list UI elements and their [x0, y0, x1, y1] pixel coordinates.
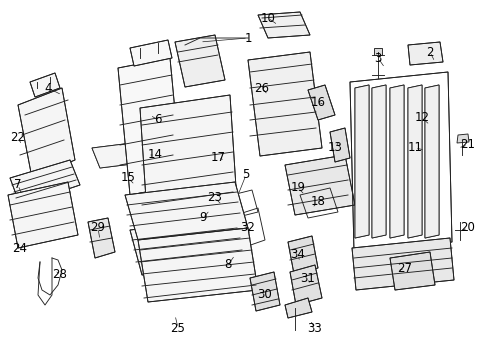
Text: 5: 5 [242, 168, 249, 181]
Text: 15: 15 [121, 171, 135, 184]
Text: 4: 4 [44, 81, 52, 94]
Polygon shape [287, 236, 317, 274]
Polygon shape [389, 85, 403, 238]
Polygon shape [407, 42, 442, 65]
Text: 33: 33 [307, 321, 322, 334]
Text: 1: 1 [244, 31, 251, 45]
Text: 28: 28 [52, 269, 67, 282]
Text: 21: 21 [460, 139, 474, 152]
Polygon shape [249, 272, 280, 311]
Text: 8: 8 [224, 258, 231, 271]
Polygon shape [92, 142, 148, 168]
Polygon shape [8, 182, 78, 248]
Polygon shape [285, 155, 354, 215]
Text: 20: 20 [460, 221, 474, 234]
Polygon shape [125, 182, 247, 240]
Polygon shape [354, 85, 368, 238]
Text: 6: 6 [154, 113, 162, 126]
Polygon shape [424, 85, 438, 238]
Polygon shape [289, 265, 321, 305]
Text: 32: 32 [240, 221, 255, 234]
Polygon shape [351, 238, 453, 290]
Polygon shape [307, 85, 334, 120]
Text: 3: 3 [373, 51, 381, 64]
Polygon shape [456, 134, 468, 143]
Polygon shape [175, 35, 224, 87]
Polygon shape [138, 228, 258, 302]
Polygon shape [18, 88, 75, 178]
Text: 14: 14 [147, 148, 162, 162]
Polygon shape [140, 95, 238, 230]
Text: 22: 22 [10, 131, 25, 144]
Text: 34: 34 [290, 248, 305, 261]
Polygon shape [30, 73, 60, 97]
Text: 12: 12 [414, 112, 428, 125]
Text: 2: 2 [426, 45, 433, 58]
Text: 7: 7 [14, 179, 21, 192]
Polygon shape [258, 12, 309, 38]
Polygon shape [373, 48, 381, 55]
Text: 10: 10 [260, 12, 275, 24]
Polygon shape [285, 298, 311, 318]
Text: 30: 30 [257, 288, 272, 301]
Polygon shape [130, 40, 172, 66]
Text: 17: 17 [210, 152, 225, 165]
Polygon shape [10, 160, 80, 205]
Text: 16: 16 [310, 95, 325, 108]
Polygon shape [130, 218, 247, 275]
Text: 31: 31 [300, 271, 315, 284]
Text: 19: 19 [290, 181, 305, 194]
Polygon shape [118, 58, 182, 195]
Text: 29: 29 [90, 221, 105, 234]
Text: 26: 26 [254, 81, 269, 94]
Polygon shape [247, 52, 321, 156]
Polygon shape [371, 85, 385, 238]
Text: 25: 25 [170, 321, 185, 334]
Polygon shape [389, 252, 434, 290]
Text: 24: 24 [13, 242, 27, 255]
Text: 27: 27 [397, 261, 412, 274]
Polygon shape [88, 218, 115, 258]
Text: 18: 18 [310, 195, 325, 208]
Text: 9: 9 [199, 211, 206, 225]
Text: 23: 23 [207, 192, 222, 204]
Polygon shape [329, 128, 349, 162]
Text: 13: 13 [327, 141, 342, 154]
Polygon shape [407, 85, 421, 238]
Text: 11: 11 [407, 141, 422, 154]
